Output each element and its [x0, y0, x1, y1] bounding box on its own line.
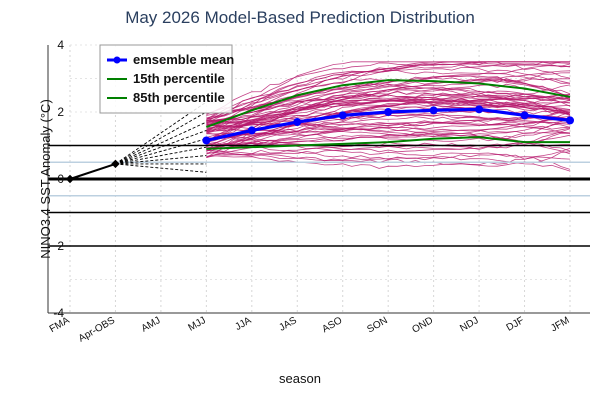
series-line-p85 — [206, 79, 571, 129]
x-tick-label: OND — [410, 315, 435, 336]
x-tick-label: JFM — [549, 315, 571, 334]
mean-point — [338, 111, 347, 120]
y-tick-label: -4 — [53, 306, 64, 320]
ensemble-member-line — [206, 61, 570, 131]
ensemble-member-line — [206, 62, 571, 120]
ensemble-member-line — [206, 93, 571, 124]
x-tick-label: JJA — [233, 315, 253, 333]
x-tick-label: FMA — [48, 315, 72, 335]
mean-point — [384, 108, 393, 116]
mean-point — [247, 126, 256, 135]
legend-label-mean: emsemble mean — [133, 52, 234, 67]
legend-marker-mean — [113, 56, 121, 64]
series-layer — [65, 79, 574, 184]
x-tick-label: NDJ — [458, 315, 480, 334]
observed-point — [111, 159, 120, 169]
observed-line — [69, 162, 116, 180]
ensemble-member-line — [206, 120, 571, 137]
forecast-fan-line — [115, 138, 207, 165]
mean-point — [520, 111, 529, 120]
x-tick-label: DJF — [505, 315, 526, 334]
mean-point — [429, 106, 438, 115]
ensemble-member-line — [206, 78, 570, 143]
ensemble-member-line — [206, 82, 571, 134]
x-tick-label: JAS — [277, 315, 299, 334]
y-tick-label: 0 — [57, 172, 64, 186]
y-tick-label: 4 — [57, 38, 64, 52]
forecast-fan-line — [115, 121, 207, 165]
legend-label-p15: 15th percentile — [133, 71, 225, 86]
forecast-fan-line — [115, 130, 207, 165]
legend-label-p85: 85th percentile — [133, 90, 225, 105]
forecast-fan-line — [115, 111, 207, 165]
ensemble-member-line — [206, 63, 571, 127]
ensemble-member-line — [206, 75, 571, 143]
observed-point — [65, 174, 75, 184]
chart-title: May 2026 Model-Based Prediction Distribu… — [125, 8, 475, 27]
ensemble-member-line — [206, 69, 571, 133]
ensemble-member-line — [206, 61, 571, 122]
x-tick-label: ASO — [320, 315, 344, 335]
series-line-p15 — [206, 136, 570, 150]
forecast-fan-line — [115, 163, 207, 173]
ensemble-member-line — [206, 149, 571, 167]
y-tick-label: 2 — [57, 105, 64, 119]
x-tick-label: AMJ — [140, 315, 163, 335]
x-tick-label: SON — [365, 315, 389, 335]
ensemble-member-line — [206, 117, 571, 139]
y-tick-label: 2 — [57, 239, 64, 253]
reference-lines — [48, 144, 590, 247]
mean-point — [475, 105, 484, 114]
x-tick-label: MJJ — [186, 315, 207, 334]
ensemble-member-line — [206, 119, 571, 150]
forecast-fan-line — [115, 146, 207, 165]
forecast-fan-line — [115, 155, 207, 165]
ensemble-member-line — [206, 63, 571, 124]
y-axis-title: NINO3.4 SST Anomaly (°C) — [38, 99, 53, 259]
x-axis-title: season — [279, 371, 321, 386]
ensemble-member-line — [206, 132, 571, 155]
mean-point — [202, 136, 211, 145]
ensemble-member-line — [206, 99, 571, 143]
x-tick-label: Apr-OBS — [77, 315, 117, 345]
legend: emsemble mean 15th percentile 85th perce… — [99, 44, 234, 114]
mean-point — [566, 116, 574, 125]
ensemble-member-line — [206, 90, 571, 155]
mean-point — [293, 118, 302, 127]
